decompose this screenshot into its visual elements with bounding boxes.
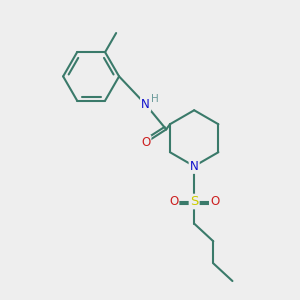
Text: N: N bbox=[141, 98, 150, 111]
Text: O: O bbox=[210, 195, 219, 208]
Text: S: S bbox=[190, 195, 198, 208]
Text: H: H bbox=[151, 94, 159, 104]
Text: O: O bbox=[169, 195, 178, 208]
Text: N: N bbox=[190, 160, 199, 173]
Text: O: O bbox=[141, 136, 150, 149]
